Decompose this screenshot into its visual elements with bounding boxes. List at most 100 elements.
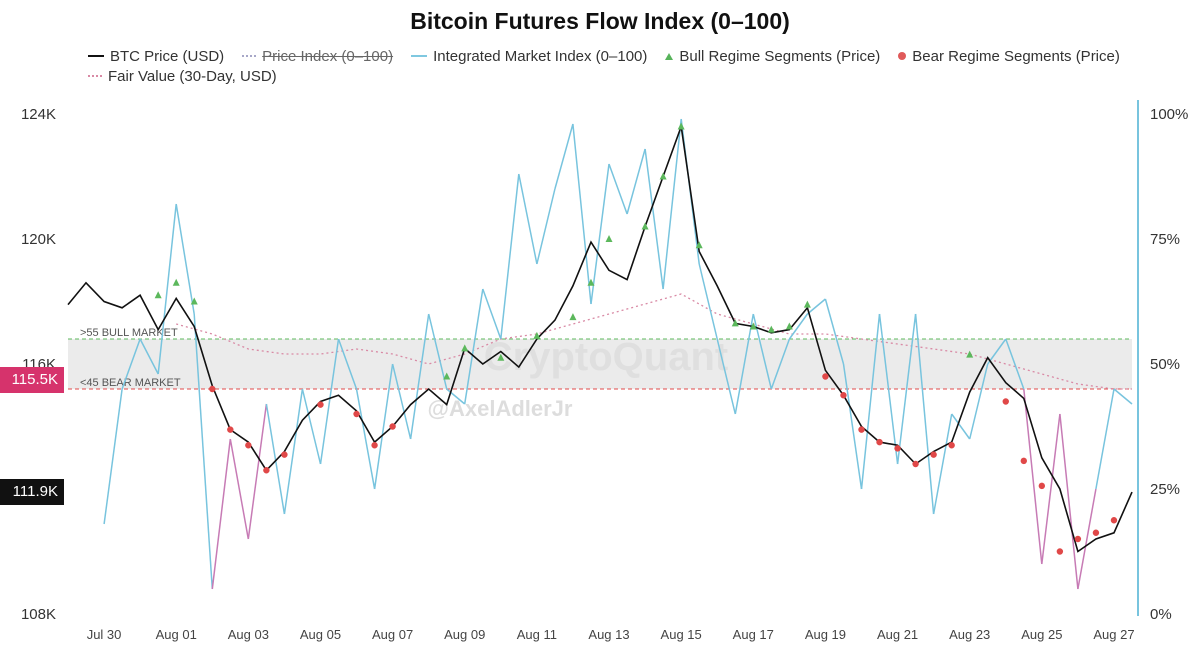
legend-label: Fair Value (30-Day, USD) — [108, 67, 277, 85]
integrated-index-segment — [878, 313, 899, 465]
bear-marker — [912, 460, 919, 468]
dotted-line-swatch-icon — [88, 75, 102, 77]
circle-marker-icon — [898, 52, 907, 60]
integrated-index-segment — [770, 338, 791, 390]
bear-marker — [1038, 482, 1046, 490]
triangle-marker-icon — [665, 52, 674, 60]
bull-marker — [497, 353, 505, 361]
bull-threshold-label: >55 BULL MARKET — [80, 327, 178, 339]
bear-marker — [227, 426, 234, 433]
bear-marker — [245, 442, 252, 449]
integrated-index-segment — [626, 148, 646, 215]
legend-item-btc-price[interactable]: BTC Price (USD) — [88, 48, 224, 65]
bull-marker — [641, 222, 649, 230]
bear-marker — [353, 410, 360, 418]
integrated-index-segment — [860, 313, 881, 490]
y-right-tick-label: 25% — [1150, 481, 1180, 498]
bear-marker — [948, 442, 955, 449]
integrated-index-segment — [842, 363, 863, 490]
neutral-band-fill — [68, 339, 1132, 389]
watermark-brand: CryptoQuant — [484, 335, 728, 379]
bear-marker — [389, 423, 396, 430]
bull-marker — [172, 278, 180, 286]
integrated-index-segment — [752, 313, 773, 390]
bear-marker — [1092, 529, 1100, 536]
integrated-index-segment — [932, 413, 953, 515]
legend-label: BTC Price (USD) — [110, 47, 225, 65]
integrated-index-segment — [157, 203, 177, 375]
y-right-tick-label: 50% — [1150, 356, 1180, 373]
integrated-index-segment — [1005, 338, 1025, 390]
bull-marker — [731, 319, 739, 327]
bear-threshold-label: <45 BEAR MARKET — [80, 377, 181, 389]
integrated-index-segment — [1041, 413, 1061, 565]
legend-item-integrated-index[interactable]: Integrated Market Index (0–100) — [411, 48, 647, 65]
bull-marker — [785, 322, 793, 330]
bear-marker — [1020, 457, 1027, 465]
integrated-index-segment — [987, 338, 1007, 365]
bear-marker — [371, 442, 378, 449]
x-tick-label: Aug 03 — [228, 627, 269, 642]
integrated-index-segment — [283, 388, 304, 515]
bull-marker — [461, 344, 469, 352]
legend-label: Price Index (0–100) — [262, 47, 394, 65]
x-axis: Jul 30 Aug 01 Aug 03 Aug 05 Aug 07 Aug 09 Aug … — [87, 627, 1135, 642]
chart-title: Bitcoin Futures Flow Index (0–100) — [410, 8, 790, 34]
integrated-index-segment — [824, 298, 845, 365]
legend: BTC Price (USD) Price Index (0–100) Inte… — [88, 46, 1168, 86]
legend-item-bull-segments[interactable]: Bull Regime Segments (Price) — [665, 48, 880, 65]
integrated-index-segment — [951, 413, 971, 440]
bull-marker — [803, 300, 811, 308]
line-swatch-icon — [411, 55, 428, 57]
y-right-tick-label: 0% — [1150, 606, 1172, 623]
x-tick-label: Aug 07 — [372, 627, 413, 642]
integrated-index-segment — [734, 313, 755, 415]
bear-marker — [822, 373, 829, 380]
btc-price-line — [67, 126, 1133, 553]
legend-item-price-index[interactable]: Price Index (0–100) — [242, 48, 393, 65]
bull-marker — [695, 241, 703, 249]
integrated-index-segment — [373, 363, 394, 490]
legend-label: Bear Regime Segments (Price) — [912, 47, 1120, 65]
bear-marker — [894, 445, 901, 452]
legend-item-fair-value[interactable]: Fair Value (30-Day, USD) — [88, 68, 277, 85]
legend-label: Bull Regime Segments (Price) — [679, 47, 881, 65]
dotted-line-swatch-icon — [242, 55, 257, 57]
integrated-index-segment — [608, 163, 628, 215]
integrated-index-segment — [301, 388, 322, 465]
integrated-index-segment — [265, 403, 286, 515]
bear-marker — [1074, 535, 1082, 543]
x-tick-label: Aug 09 — [444, 627, 485, 642]
x-tick-label: Aug 17 — [733, 627, 774, 642]
y-left-tick-label: 120K — [21, 231, 56, 248]
y-axis-right: 100% 75% 50% 25% 0% — [1150, 106, 1188, 623]
line-swatch-icon — [88, 55, 104, 57]
price-badge-lower: 111.9K — [0, 479, 64, 506]
integrated-index-segment — [211, 438, 232, 590]
legend-label: Integrated Market Index (0–100) — [433, 47, 648, 65]
x-tick-label: Aug 27 — [1093, 627, 1134, 642]
integrated-index-segment — [355, 388, 376, 490]
bear-marker — [281, 451, 288, 458]
x-tick-label: Aug 23 — [949, 627, 990, 642]
integrated-index-segment — [409, 313, 430, 440]
bear-marker — [209, 385, 216, 393]
legend-item-bear-segments[interactable]: Bear Regime Segments (Price) — [898, 48, 1120, 65]
bull-marker — [154, 291, 162, 299]
integrated-index-segment — [1059, 413, 1079, 590]
integrated-index-segment — [554, 123, 574, 190]
integrated-index-segment — [482, 288, 502, 340]
y-right-tick-label: 100% — [1150, 106, 1188, 123]
integrated-index-segment — [716, 338, 737, 415]
integrated-index-segment — [193, 313, 214, 590]
bull-marker — [443, 372, 451, 380]
integrated-index-segment — [1077, 488, 1097, 590]
integrated-index-segment — [1095, 388, 1115, 490]
bear-marker — [1056, 548, 1064, 555]
y-left-tick-label: 124K — [21, 106, 56, 123]
bull-marker — [605, 235, 613, 242]
x-tick-label: Jul 30 — [87, 627, 122, 642]
integrated-index-segment — [121, 338, 141, 390]
bear-marker — [1002, 398, 1009, 405]
